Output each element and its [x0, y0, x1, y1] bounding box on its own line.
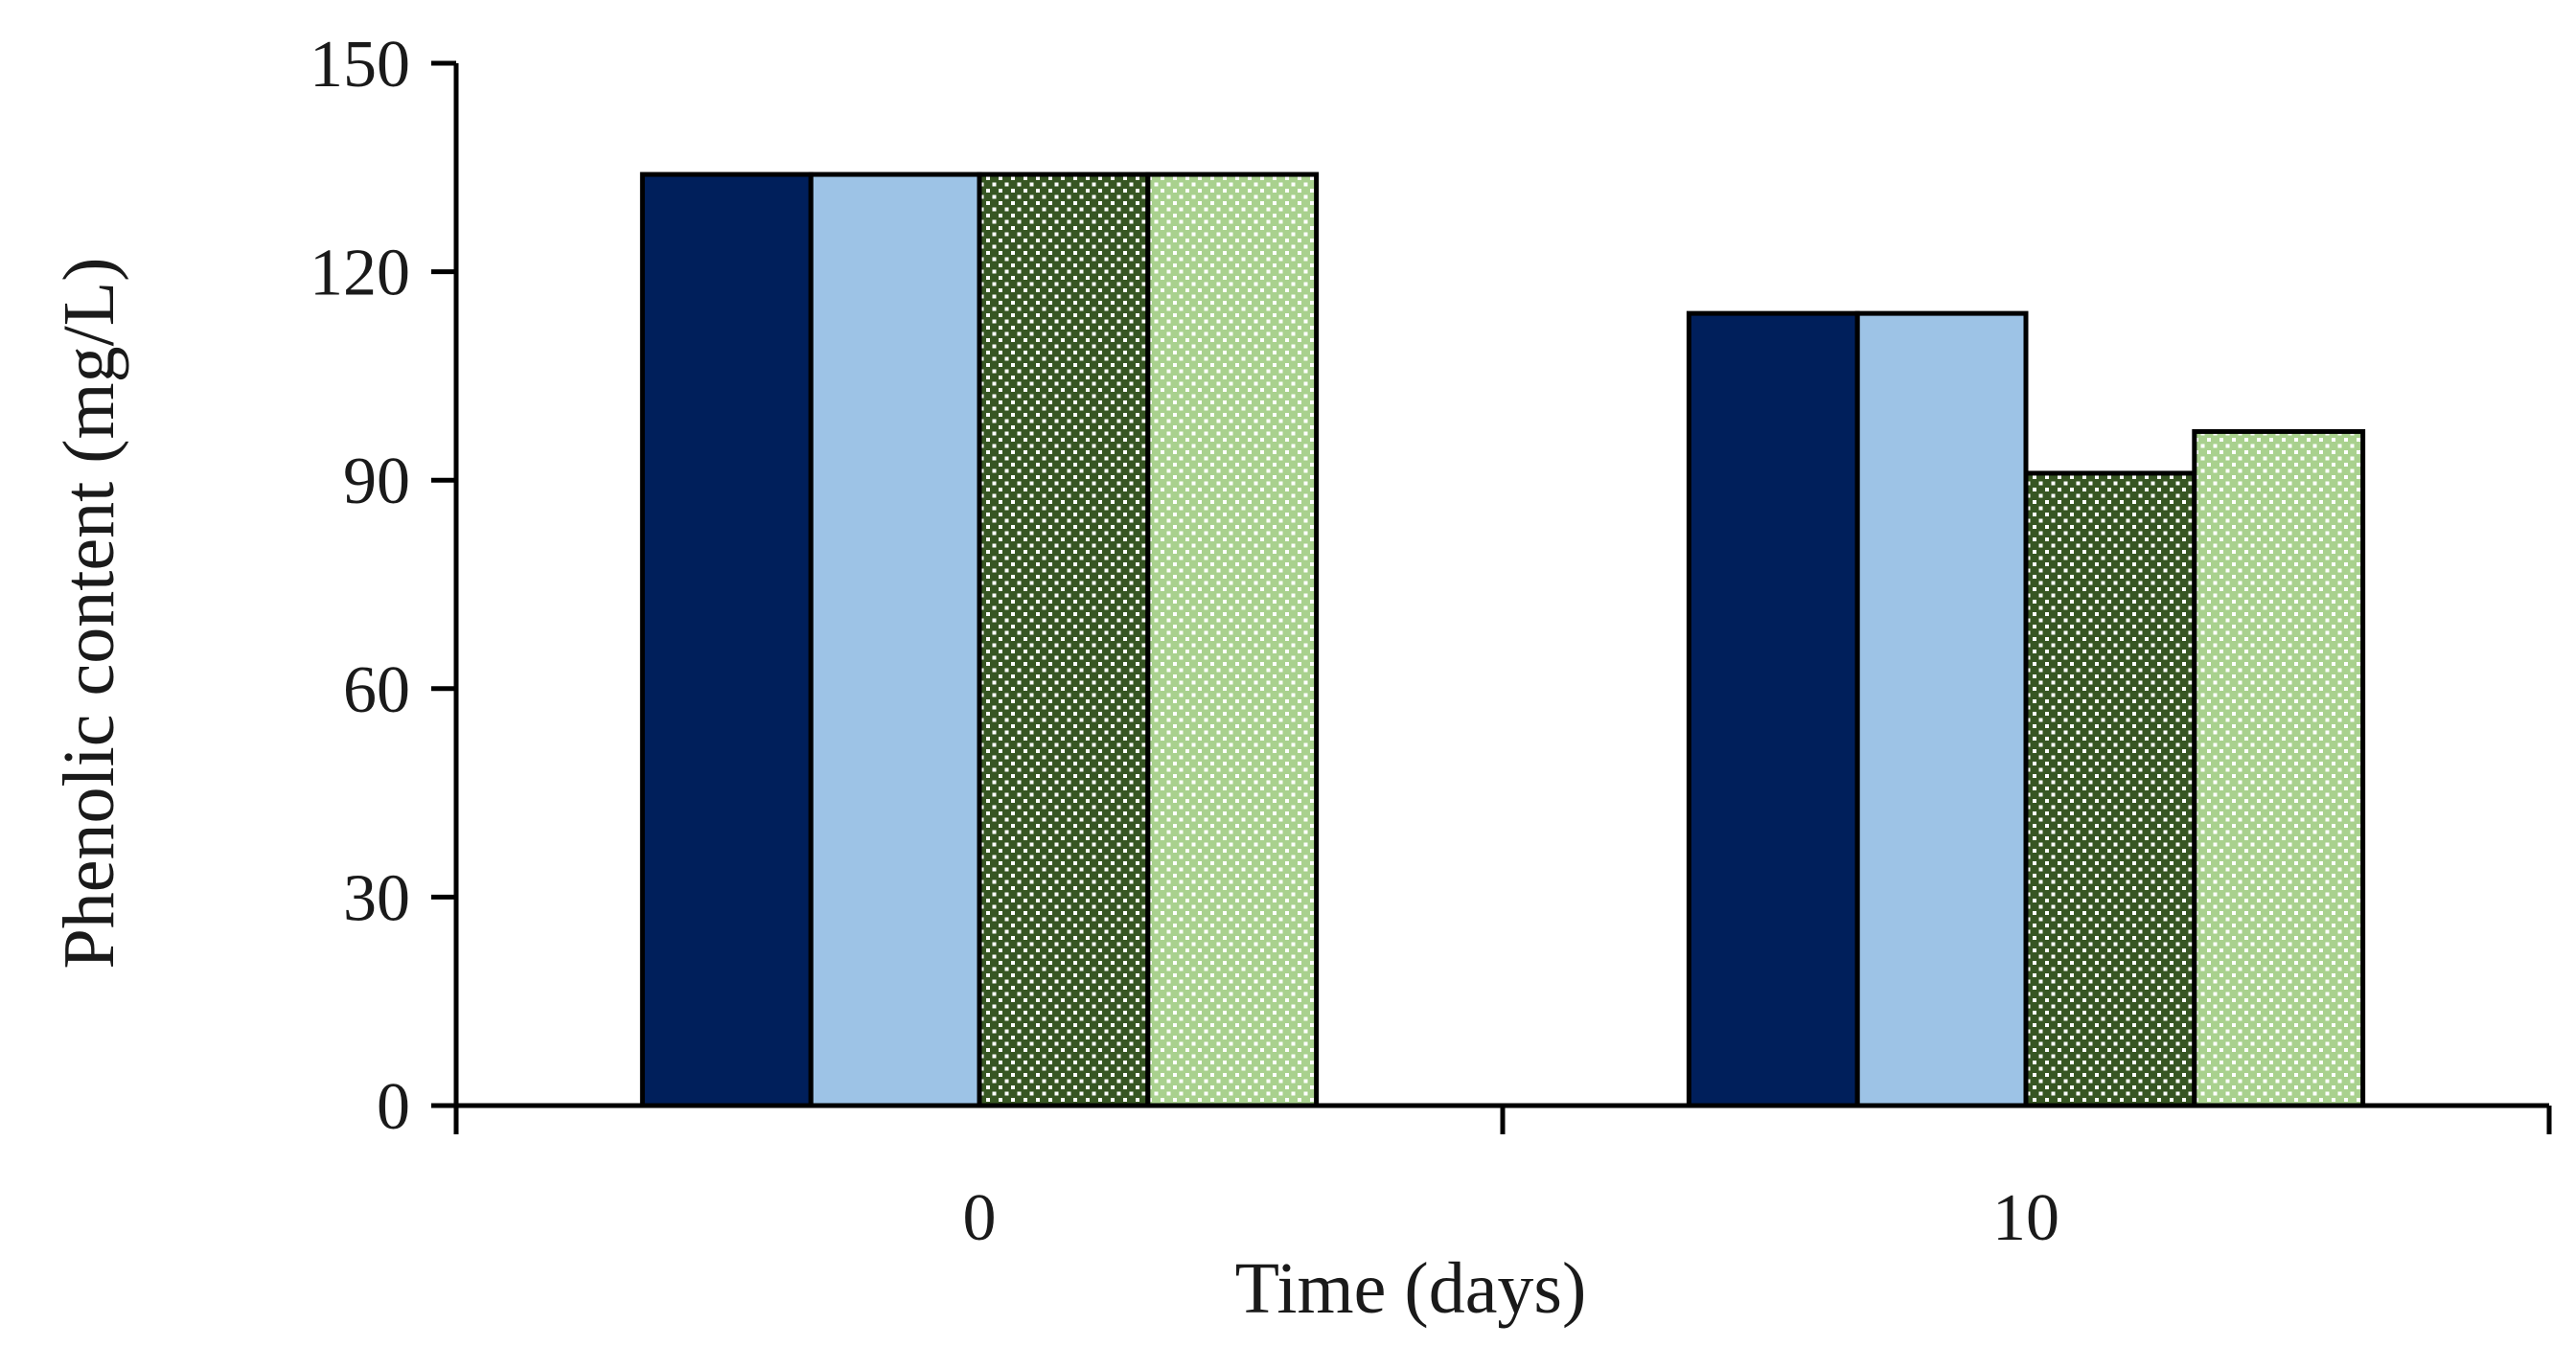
bar-series-4-cat-10 [2192, 428, 2366, 1108]
bar-series-2-cat-0 [808, 171, 982, 1108]
bar-series-4-cat-0 [1145, 171, 1320, 1108]
bar-series-3-cat-10 [2023, 470, 2197, 1108]
bar-series-1-cat-0 [639, 171, 814, 1108]
bar-series-1-cat-10 [1686, 310, 1860, 1108]
y-tick-label: 90 [343, 445, 410, 518]
x-tick-label: 0 [963, 1181, 997, 1255]
bar-series-3-cat-0 [977, 171, 1151, 1108]
bar-series-2-cat-10 [1854, 310, 2029, 1108]
y-tick-label: 150 [310, 28, 410, 102]
y-tick-label: 30 [343, 861, 410, 935]
x-axis-ticks: 0 10 [453, 1106, 2552, 1255]
x-axis-title: Time (days) [1235, 1248, 1587, 1329]
y-axis-title: Phenolic content (mg/L) [49, 258, 129, 970]
bars-layer [639, 171, 2366, 1108]
y-tick-label: 120 [310, 237, 410, 310]
y-tick-label: 60 [343, 653, 410, 727]
x-tick-label: 10 [1992, 1181, 2059, 1255]
y-tick-label: 0 [377, 1070, 410, 1144]
y-axis-ticks: 0 30 60 90 120 150 [310, 28, 456, 1144]
